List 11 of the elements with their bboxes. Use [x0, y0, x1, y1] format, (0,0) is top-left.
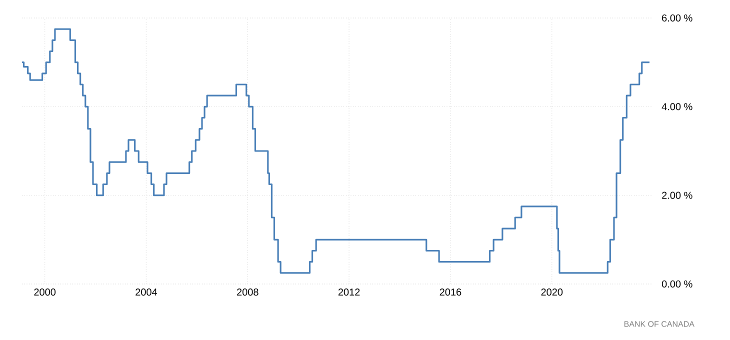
x-tick-label: 2000 — [34, 288, 56, 296]
x-tick-label: 2008 — [237, 288, 258, 296]
x-tick-label: 2016 — [440, 288, 462, 296]
y-tick-label: 4.00 % — [662, 103, 692, 110]
y-tick-label: 2.00 % — [662, 192, 692, 199]
x-tick-label: 2020 — [541, 288, 563, 296]
x-tick-label: 2004 — [136, 288, 158, 296]
y-tick-label: 0.00 % — [662, 280, 692, 288]
x-tick-label: 2012 — [338, 288, 360, 296]
text: BANK OF CANADA — [624, 321, 694, 327]
y-tick-label: 6.00 % — [662, 14, 692, 22]
